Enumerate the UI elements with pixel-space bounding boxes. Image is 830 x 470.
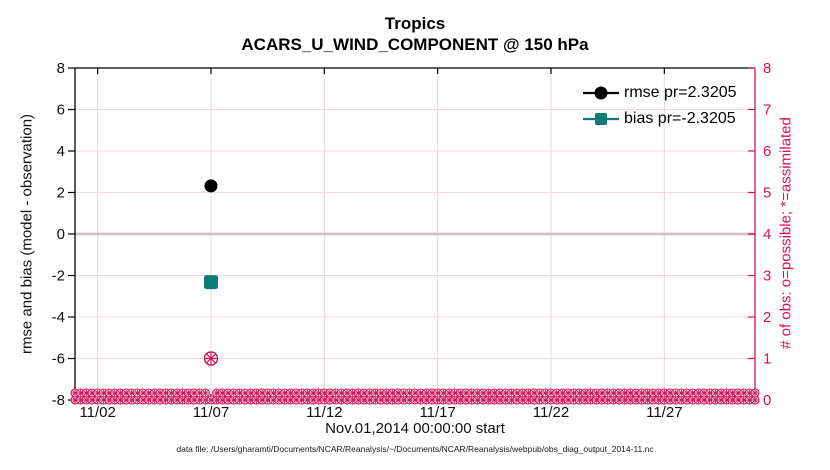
data-file-path: data file: /Users/gharamti/Documents/NCA… [176, 444, 654, 454]
x-tick-label: 11/22 [533, 404, 569, 421]
legend-label-bias: bias pr=-2.3205 [624, 109, 736, 127]
chart-subtitle: ACARS_U_WIND_COMPONENT @ 150 hPa [241, 35, 589, 54]
x-tick-label: 11/02 [79, 404, 115, 421]
x-tick-label: 11/27 [646, 404, 682, 421]
right-axis-label: # of obs: o=possible; *=assimilated [777, 117, 795, 349]
obs-band-marker-possible [750, 388, 760, 398]
left-tick-label: 6 [57, 102, 65, 119]
obs-count-marker [203, 351, 219, 366]
x-tick-label: 11/17 [419, 404, 455, 421]
obs-band-marker-assimilated [750, 395, 760, 405]
left-tick-label: -2 [52, 268, 65, 285]
right-tick-label: 5 [763, 185, 771, 202]
left-tick-label: 8 [57, 60, 65, 77]
right-tick-label: 2 [763, 309, 771, 326]
obs-marker-part [206, 353, 216, 364]
obs-marker-part [752, 397, 758, 403]
x-tick-label: 11/12 [306, 404, 342, 421]
left-axis-label: rmse and bias (model - observation) [18, 113, 36, 355]
bias-point [204, 275, 218, 290]
left-tick-label: 0 [57, 226, 65, 243]
right-tick-label: 3 [763, 268, 771, 285]
right-tick-label: 6 [763, 143, 771, 160]
right-tick-label: 1 [763, 351, 771, 368]
legend: rmse pr=2.3205 bias pr=-2.3205 [582, 80, 737, 131]
obs-band-marker-possible [200, 388, 210, 398]
obs-marker-part [752, 390, 758, 396]
rmse-line-marker-icon [583, 86, 619, 99]
bias-line-marker-icon [583, 112, 619, 125]
right-tick-label: 4 [763, 226, 771, 243]
right-tick-label: 0 [763, 392, 771, 409]
rmse-point [204, 179, 218, 193]
left-tick-label: 2 [57, 185, 65, 202]
right-tick-label: 8 [763, 60, 771, 77]
left-tick-label: -6 [52, 351, 65, 368]
x-axis-label: Nov.01,2014 00:00:00 start [325, 420, 505, 437]
left-tick-label: -4 [52, 309, 65, 326]
obs-marker-part [202, 390, 209, 396]
chart-title: Tropics [384, 14, 446, 33]
legend-label-rmse: rmse pr=2.3205 [624, 83, 737, 101]
legend-item-rmse: rmse pr=2.3205 [582, 80, 737, 105]
x-tick-label: 11/07 [193, 404, 229, 421]
legend-item-bias: bias pr=-2.3205 [582, 106, 737, 131]
left-tick-label: -8 [52, 392, 65, 409]
left-tick-label: 4 [57, 143, 65, 160]
right-tick-label: 7 [763, 102, 771, 119]
